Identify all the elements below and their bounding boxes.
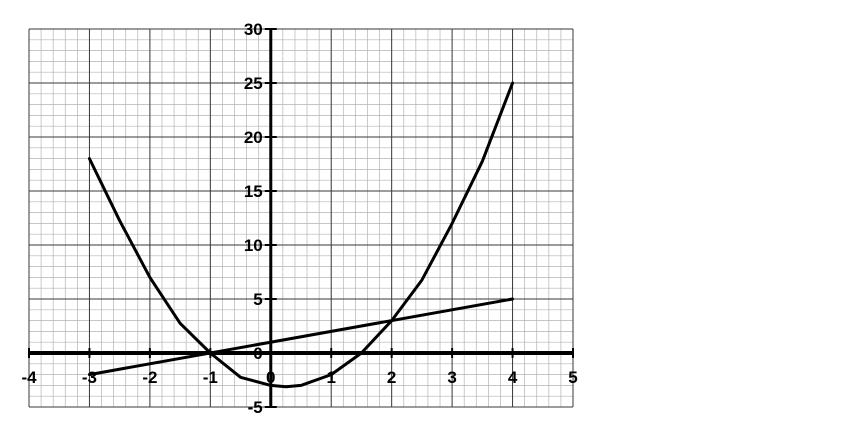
series-group <box>87 81 515 389</box>
x-tick-label: 0 <box>266 368 275 387</box>
y-tick-label: 10 <box>244 236 263 255</box>
x-tick-label: -4 <box>21 368 37 387</box>
x-tick-label: 4 <box>508 368 518 387</box>
x-tick-label: -3 <box>82 368 97 387</box>
x-tick-label: -1 <box>203 368 218 387</box>
y-tick-label: -5 <box>248 398 263 417</box>
y-tick-label: 5 <box>253 290 262 309</box>
axes <box>28 28 574 408</box>
y-tick-label: 20 <box>244 128 263 147</box>
y-tick-label: 0 <box>253 344 262 363</box>
y-tick-label: 25 <box>244 74 263 93</box>
x-tick-label: 1 <box>326 368 335 387</box>
x-tick-label: 2 <box>387 368 396 387</box>
series-line-1 <box>87 81 515 389</box>
major-grid <box>28 28 574 408</box>
minor-grid <box>28 28 574 408</box>
x-tick-label: -2 <box>142 368 157 387</box>
y-tick-label: 15 <box>244 182 263 201</box>
y-tick-label: 30 <box>244 20 263 39</box>
x-tick-label: 3 <box>447 368 456 387</box>
x-tick-label: 5 <box>568 368 577 387</box>
series-line-2 <box>87 297 515 377</box>
